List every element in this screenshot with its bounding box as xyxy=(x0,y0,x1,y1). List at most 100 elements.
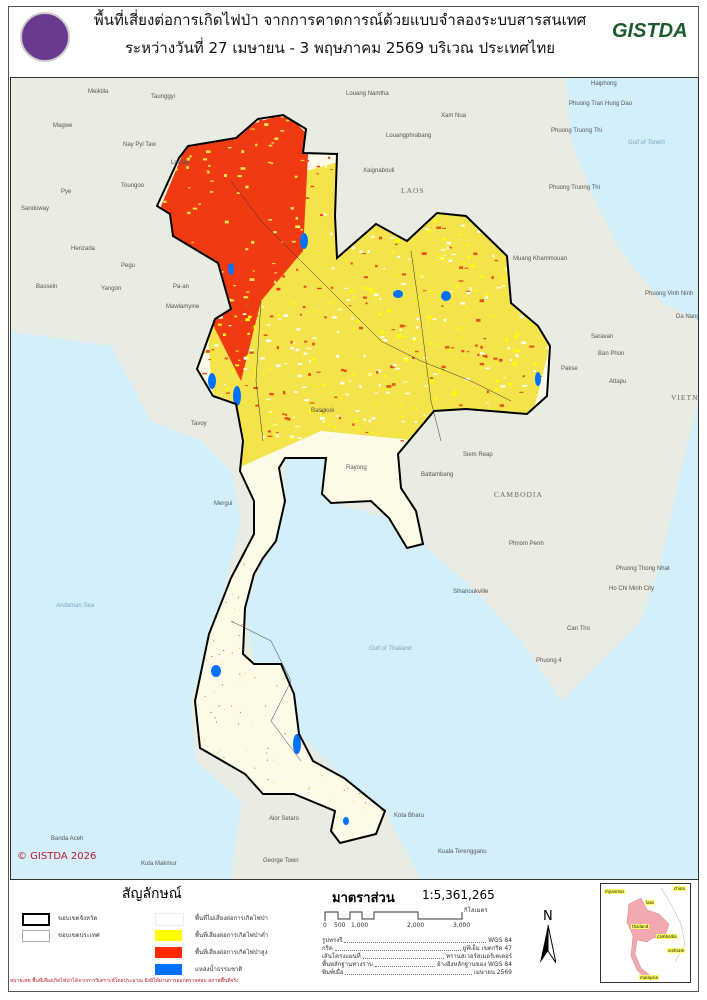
risk-pixel xyxy=(505,272,508,275)
risk-pixel xyxy=(248,315,252,319)
risk-pixel xyxy=(208,359,212,361)
risk-pixel xyxy=(461,349,465,353)
risk-pixel xyxy=(359,440,363,443)
risk-pixel xyxy=(270,162,274,165)
risk-pixel xyxy=(446,241,452,245)
risk-pixel xyxy=(401,420,406,423)
title-line-2: ระหว่างวันที่ 27 เมษายน - 3 พฤษภาคม 2569… xyxy=(125,39,555,57)
risk-pixel xyxy=(375,392,378,394)
risk-pixel xyxy=(299,313,303,316)
place-label: Phuong Truong Thi xyxy=(551,128,602,134)
risk-pixel xyxy=(533,370,537,372)
risk-pixel xyxy=(258,200,262,204)
risk-pixel xyxy=(239,686,241,688)
risk-pixel xyxy=(292,302,296,306)
risk-pixel xyxy=(441,305,444,307)
risk-pixel xyxy=(381,810,383,812)
risk-pixel xyxy=(263,259,268,261)
risk-pixel xyxy=(267,747,269,749)
risk-pixel xyxy=(412,356,415,360)
risk-pixel xyxy=(336,415,339,417)
risk-pixel xyxy=(356,319,359,323)
risk-pixel xyxy=(308,373,311,376)
risk-pixel xyxy=(486,390,489,394)
risk-pixel xyxy=(430,379,434,382)
risk-pixel xyxy=(203,351,208,353)
risk-pixel xyxy=(226,388,229,391)
risk-pixel xyxy=(430,377,434,380)
place-label: Ho Chi Minh City xyxy=(609,586,655,592)
risk-pixel xyxy=(277,318,282,320)
place-label: Mergui xyxy=(214,501,233,507)
disclaimer-note: หมายเหตุ พื้นที่เสี่ยงเกิดไฟป่าได้จากการ… xyxy=(10,978,239,984)
risk-pixel xyxy=(273,759,275,761)
place-label: Henzada xyxy=(71,246,96,252)
place-label: Kuala Terengganu xyxy=(438,849,487,855)
risk-pixel xyxy=(466,291,471,295)
risk-pixel xyxy=(189,155,192,158)
risk-pixel xyxy=(289,436,292,440)
risk-pixel xyxy=(280,130,285,132)
map-view[interactable]: Meiktila Taunggyi Magwe Nay Pyi Taw Loikaw To… xyxy=(10,77,699,880)
water-body xyxy=(233,386,241,406)
place-label: Taunggyi xyxy=(151,94,176,100)
risk-pixel xyxy=(355,410,360,413)
risk-pixel xyxy=(434,343,440,345)
risk-pixel xyxy=(274,272,278,274)
risk-pixel xyxy=(428,229,432,233)
risk-pixel xyxy=(484,367,490,370)
risk-pixel xyxy=(265,715,267,717)
risk-pixel xyxy=(363,276,368,279)
risk-pixel xyxy=(318,255,323,259)
risk-pixel xyxy=(412,337,416,340)
risk-pixel xyxy=(519,391,524,393)
risk-pixel xyxy=(246,291,250,293)
risk-pixel xyxy=(422,357,428,359)
risk-pixel xyxy=(351,317,354,320)
risk-pixel xyxy=(383,267,386,270)
legend-label: พื้นที่ไม่เสี่ยงต่อการเกิดไฟป่า xyxy=(195,915,268,922)
risk-pixel xyxy=(462,262,465,265)
risk-pixel xyxy=(255,404,259,407)
risk-pixel xyxy=(287,272,292,275)
risk-pixel xyxy=(220,394,223,396)
risk-pixel xyxy=(266,752,268,754)
place-label: Phuong Thong Nhat xyxy=(616,566,670,572)
risk-pixel xyxy=(225,392,231,394)
risk-pixel xyxy=(427,321,430,324)
risk-pixel xyxy=(240,167,246,170)
risk-pixel xyxy=(507,346,510,350)
risk-pixel xyxy=(459,266,464,269)
province-boundaries xyxy=(230,180,512,402)
risk-pixel xyxy=(335,437,338,441)
country-boundary-swatch xyxy=(22,930,50,942)
risk-pixel xyxy=(348,305,352,307)
risk-pixel xyxy=(245,185,249,189)
risk-pixel xyxy=(396,334,401,338)
risk-pixel xyxy=(429,382,435,384)
legend-panel: สัญลักษณ์ ขอบเขตจังหวัด ขอบเขตประเทศ พื้… xyxy=(10,879,697,989)
risk-pixel xyxy=(262,427,266,430)
legend-label: พื้นที่เสี่ยงต่อการเกิดไฟป่าสูง xyxy=(195,949,268,956)
risk-pixel xyxy=(289,435,295,439)
risk-pixel xyxy=(515,361,518,365)
risk-pixel xyxy=(359,437,362,439)
risk-pixel xyxy=(402,335,407,338)
risk-pixel xyxy=(254,677,256,679)
risk-pixel xyxy=(192,207,198,210)
risk-pixel xyxy=(219,705,221,707)
risk-pixel xyxy=(322,420,325,423)
risk-pixel xyxy=(214,691,216,693)
province-boundary-swatch xyxy=(22,913,50,926)
risk-pixel xyxy=(460,302,466,305)
legend-label: พื้นที่เสี่ยงต่อการเกิดไฟป่าต่ำ xyxy=(195,932,269,939)
water-swatch xyxy=(155,964,182,975)
risk-pixel xyxy=(295,216,299,220)
place-label: George Town xyxy=(263,858,299,864)
country-label: LAOS xyxy=(401,186,425,195)
risk-pixel xyxy=(296,187,300,190)
risk-pixel xyxy=(267,368,272,370)
risk-pixel xyxy=(474,289,477,292)
risk-pixel xyxy=(247,332,250,335)
risk-pixel xyxy=(496,287,502,289)
